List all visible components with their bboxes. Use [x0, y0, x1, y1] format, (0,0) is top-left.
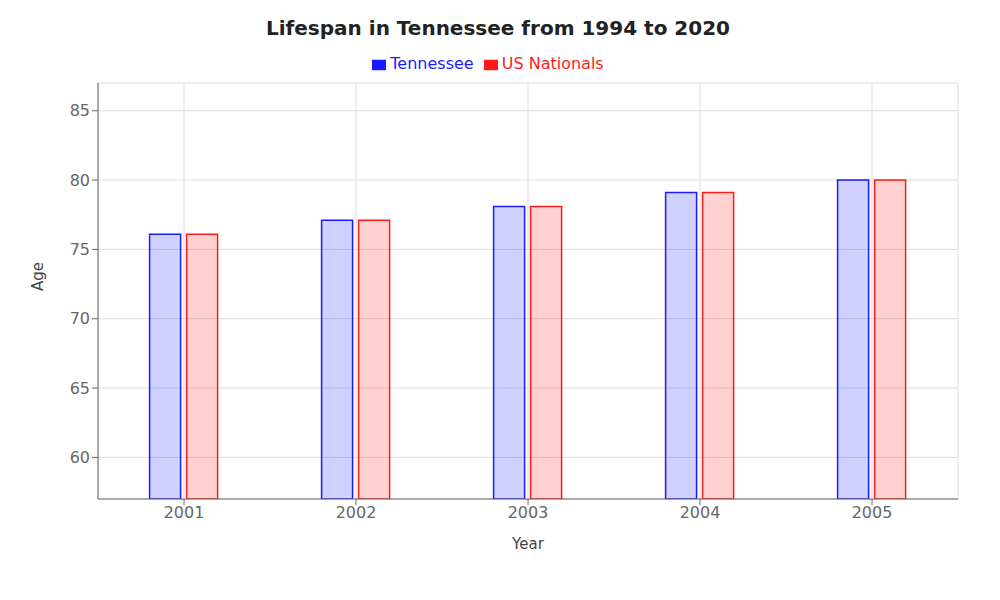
- html-text:US Nationals: US Nationals: [501, 54, 604, 73]
- svg-text:65: 65: [70, 379, 90, 398]
- svg-text:2003: 2003: [508, 503, 549, 522]
- svg-text:75: 75: [70, 240, 90, 259]
- svg-text:2005: 2005: [852, 503, 893, 522]
- svg-text:Year: Year: [511, 535, 545, 553]
- svg-text:2002: 2002: [336, 503, 377, 522]
- svg-text:2001: 2001: [164, 503, 205, 522]
- svg-text:60: 60: [70, 448, 90, 467]
- svg-text:70: 70: [70, 309, 90, 328]
- html-text:Tennessee: Tennessee: [390, 54, 474, 73]
- svg-text:85: 85: [70, 101, 90, 120]
- svg-text:2004: 2004: [680, 503, 721, 522]
- svg-text:Age: Age: [29, 262, 47, 291]
- svg-text:80: 80: [70, 171, 90, 190]
- html-text:Lifespan in Tennessee from 199: Lifespan in Tennessee from 1994 to 2020: [266, 16, 730, 40]
